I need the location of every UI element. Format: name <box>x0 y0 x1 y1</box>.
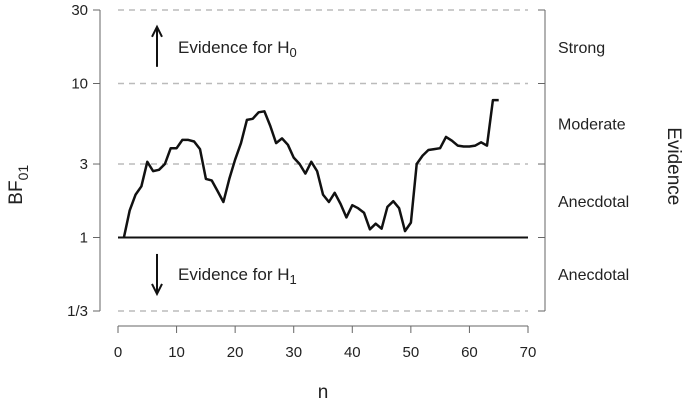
x-tick-label: 70 <box>520 344 537 361</box>
y-tick-label: 30 <box>71 2 88 19</box>
x-tick-label: 20 <box>227 344 244 361</box>
annotation-subscript: 1 <box>290 272 297 287</box>
annotation-subscript: 0 <box>290 45 297 60</box>
annotation-text: Evidence for H1 <box>178 265 297 287</box>
x-tick-label: 60 <box>461 344 478 361</box>
x-tick-label: 0 <box>114 344 122 361</box>
annotation-text: Evidence for H0 <box>178 38 297 60</box>
evidence-level-label: Moderate <box>558 116 626 133</box>
y-tick-label: 1/3 <box>67 303 88 320</box>
y-tick-label: 3 <box>80 156 88 173</box>
evidence-level-label: Anecdotal <box>558 267 629 284</box>
evidence-for-h0-annotation: Evidence for H0 <box>151 24 297 67</box>
evidence-for-h1-annotation: Evidence for H1 <box>151 253 297 297</box>
up-arrow-head-icon <box>151 24 163 38</box>
annotation-main: Evidence for H <box>178 265 290 284</box>
y-axis-label-main: BF <box>6 180 27 204</box>
x-tick-label: 50 <box>403 344 420 361</box>
y-tick-label: 1 <box>80 230 88 247</box>
x-tick-label: 10 <box>168 344 185 361</box>
x-tick-label: 40 <box>344 344 361 361</box>
evidence-level-label: Anecdotal <box>558 194 629 211</box>
y-tick-label: 10 <box>71 75 88 92</box>
evidence-level-label: Strong <box>558 40 605 57</box>
series-layer <box>122 98 499 238</box>
evidence-axis-title: Evidence <box>663 127 684 205</box>
grid-lines <box>118 9 528 312</box>
bayes-factor-series-line <box>122 98 499 238</box>
y-axis-label: BF01 <box>6 165 31 205</box>
x-axis-label: n <box>318 382 329 403</box>
x-tick-label: 30 <box>285 344 302 361</box>
axis-labels: n BF01 Evidence <box>6 127 684 403</box>
y-axis-label-subscript: 01 <box>15 165 31 181</box>
annotation-main: Evidence for H <box>178 38 290 57</box>
down-arrow-head-icon <box>151 283 163 297</box>
